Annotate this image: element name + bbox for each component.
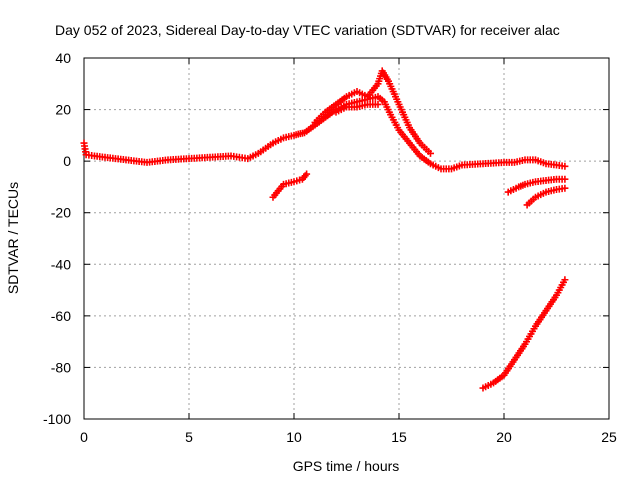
plot-frame bbox=[83, 57, 610, 420]
data-series bbox=[504, 175, 569, 196]
y-tick-label: -20 bbox=[51, 205, 71, 221]
data-point bbox=[561, 162, 569, 170]
y-tick-label: 0 bbox=[63, 153, 71, 169]
data-point bbox=[561, 276, 569, 284]
y-tick-label: -40 bbox=[51, 256, 71, 272]
y-tick-label: 20 bbox=[55, 102, 71, 118]
x-tick-label: 0 bbox=[80, 429, 88, 445]
data-series bbox=[523, 184, 569, 209]
x-tick-label: 20 bbox=[496, 429, 512, 445]
x-tick-label: 25 bbox=[601, 429, 617, 445]
y-axis-label: SDTVAR / TECUs bbox=[5, 182, 21, 294]
data-point bbox=[561, 184, 569, 192]
data-series bbox=[332, 100, 382, 116]
chart-title: Day 052 of 2023, Sidereal Day-to-day VTE… bbox=[55, 22, 560, 38]
y-tick-label: -60 bbox=[51, 308, 71, 324]
data-series bbox=[80, 93, 569, 173]
data-point bbox=[427, 149, 434, 157]
y-tick-label: -100 bbox=[43, 411, 71, 427]
x-tick-label: 15 bbox=[391, 429, 407, 445]
x-axis-label: GPS time / hours bbox=[293, 458, 400, 474]
data-point bbox=[374, 100, 382, 108]
data-series bbox=[311, 67, 434, 157]
data-series bbox=[479, 276, 569, 392]
data-point bbox=[561, 175, 569, 183]
axis-ticks: 0 5 10 15 20 25 -100 -80 -60 -40 -20 0 20 40 bbox=[43, 50, 617, 445]
x-tick-label: 5 bbox=[185, 429, 193, 445]
x-tick-label: 10 bbox=[286, 429, 302, 445]
y-tick-label: -80 bbox=[51, 359, 71, 375]
y-tick-label: 40 bbox=[55, 50, 71, 66]
data-series bbox=[269, 170, 311, 201]
data-point bbox=[303, 170, 311, 178]
grid-lines bbox=[84, 58, 609, 419]
data-marks bbox=[80, 67, 569, 392]
